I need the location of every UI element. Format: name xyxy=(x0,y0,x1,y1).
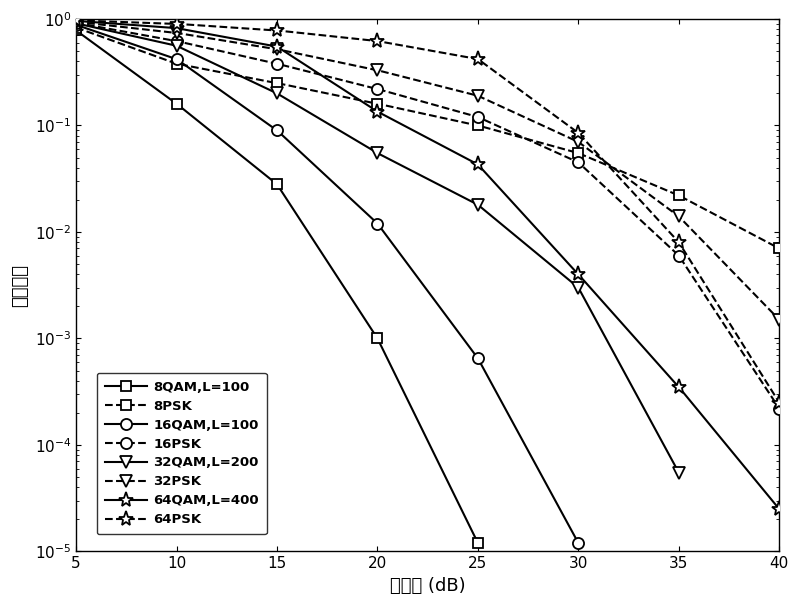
X-axis label: 信噪比 (dB): 信噪比 (dB) xyxy=(390,577,466,595)
Y-axis label: 误符号率: 误符号率 xyxy=(11,264,29,307)
Legend: 8QAM,L=100, 8PSK, 16QAM,L=100, 16PSK, 32QAM,L=200, 32PSK, 64QAM,L=400, 64PSK: 8QAM,L=100, 8PSK, 16QAM,L=100, 16PSK, 32… xyxy=(97,373,267,534)
